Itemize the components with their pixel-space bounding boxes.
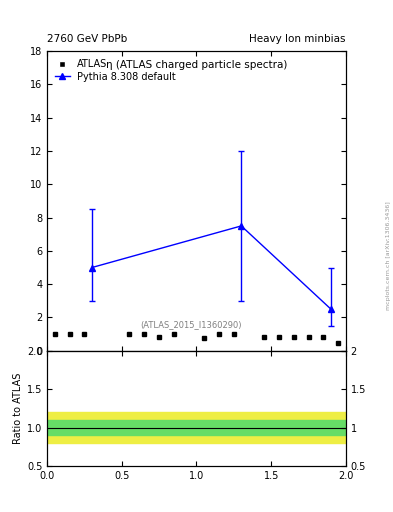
Text: 2760 GeV PbPb: 2760 GeV PbPb (47, 33, 127, 44)
Legend: ATLAS, Pythia 8.308 default: ATLAS, Pythia 8.308 default (52, 56, 179, 85)
Text: Heavy Ion minbias: Heavy Ion minbias (249, 33, 346, 44)
Text: η (ATLAS charged particle spectra): η (ATLAS charged particle spectra) (106, 60, 287, 70)
Y-axis label: Ratio to ATLAS: Ratio to ATLAS (13, 373, 23, 444)
Text: (ATLAS_2015_I1360290): (ATLAS_2015_I1360290) (140, 320, 241, 329)
Text: mcplots.cern.ch [arXiv:1306.3436]: mcplots.cern.ch [arXiv:1306.3436] (386, 202, 391, 310)
